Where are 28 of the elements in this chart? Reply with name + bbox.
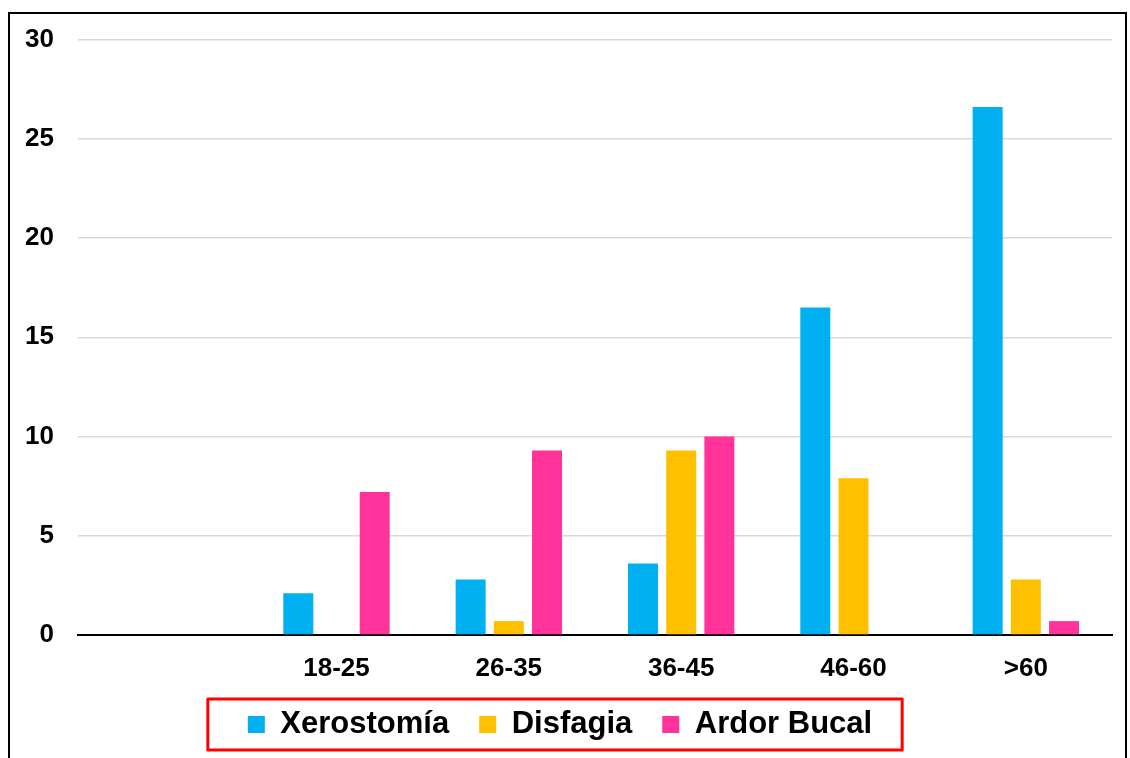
bar xyxy=(666,450,697,635)
x-tick-label: 46-60 xyxy=(820,651,887,682)
bar xyxy=(283,593,314,635)
bar xyxy=(800,307,831,635)
x-tick-label: 18-25 xyxy=(303,651,370,682)
x-tick-label: >60 xyxy=(1003,651,1048,682)
y-tick-label: 10 xyxy=(25,419,54,450)
bar xyxy=(359,492,390,635)
bar xyxy=(627,563,658,635)
y-tick-label: 30 xyxy=(25,22,54,53)
bar xyxy=(1049,621,1080,635)
y-tick-label: 5 xyxy=(39,518,54,549)
x-tick-label: 26-35 xyxy=(475,651,543,682)
bar xyxy=(972,107,1003,635)
y-tick-label: 0 xyxy=(39,618,54,649)
bar xyxy=(838,478,869,635)
x-tick-label: 36-45 xyxy=(647,651,715,682)
legend-label: Xerostomía xyxy=(280,705,450,741)
bar xyxy=(493,621,524,635)
bar xyxy=(532,450,563,635)
bar xyxy=(455,579,486,635)
legend-label: Disfagia xyxy=(511,705,634,741)
y-tick-label: 25 xyxy=(25,122,54,153)
y-tick-label: 15 xyxy=(25,320,54,351)
y-tick-label: 20 xyxy=(25,221,54,252)
legend-label: Ardor Bucal xyxy=(694,705,873,741)
bar xyxy=(1010,579,1041,635)
bar xyxy=(704,436,735,635)
